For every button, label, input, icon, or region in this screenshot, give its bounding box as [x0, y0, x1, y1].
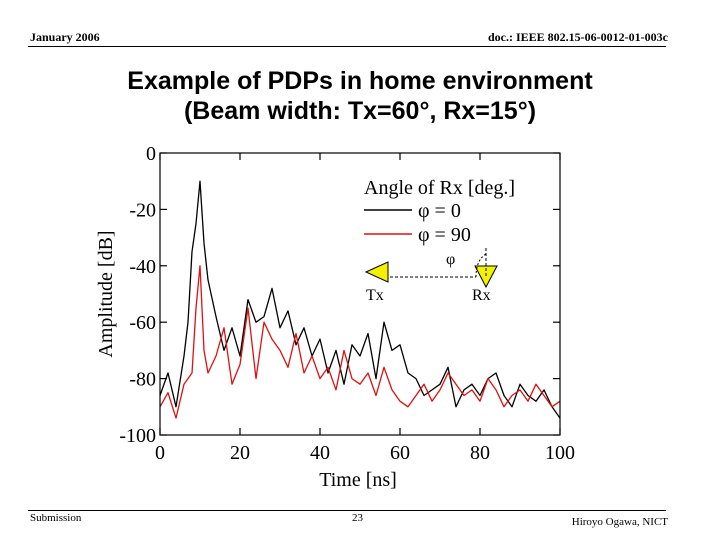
y-tick-label-0: 0 [146, 143, 156, 165]
x-tick-label-2: 40 [310, 442, 330, 464]
x-tick-label-1: 20 [230, 442, 250, 464]
legend-title: Angle of Rx [deg.] [364, 177, 515, 199]
x-axis-label: Time [ns] [319, 469, 397, 491]
y-tick-label-2: -40 [129, 256, 156, 278]
y-tick-label-3: -60 [129, 312, 156, 334]
x-tick-label-0: 0 [155, 442, 165, 464]
y-tick-label-5: -100 [119, 425, 156, 447]
plot-frame [159, 152, 561, 436]
footer-rule [28, 510, 666, 511]
x-tick-label-4: 80 [470, 442, 490, 464]
header-doc-id: doc.: IEEE 802.15-06-0012-01-003c [488, 30, 668, 44]
legend-entry-phi90: φ = 90 [418, 224, 471, 246]
y-tick-label-4: -80 [129, 369, 156, 391]
x-tick-label-5: 100 [545, 442, 575, 464]
slide-title: Example of PDPs in home environment (Bea… [0, 66, 720, 126]
header-rule [28, 46, 666, 47]
y-tick-label-1: -20 [129, 199, 156, 221]
angle-arc [475, 253, 487, 278]
series-line-phi90 [160, 265, 560, 419]
tx-antenna-icon [364, 261, 389, 283]
angle-symbol: φ [446, 251, 455, 268]
footer-author: Hiroyo Ogawa, NICT [571, 516, 668, 528]
antenna-inset: φ Tx Rx [364, 246, 498, 304]
legend-entry-phi0: φ = 0 [418, 200, 461, 222]
x-tick-label-3: 60 [390, 442, 410, 464]
tx-label: Tx [366, 287, 384, 304]
slide-title-line1: Example of PDPs in home environment [127, 67, 593, 95]
footer-submission: Submission [30, 512, 82, 524]
footer-page-number: 23 [352, 512, 363, 524]
y-axis-label: Amplitude [dB] [95, 230, 117, 357]
slide-title-line2: (Beam width: Tx=60°, Rx=15°) [183, 97, 537, 125]
legend-box [356, 170, 552, 252]
rx-label: Rx [472, 287, 491, 304]
header-date: January 2006 [30, 30, 100, 44]
